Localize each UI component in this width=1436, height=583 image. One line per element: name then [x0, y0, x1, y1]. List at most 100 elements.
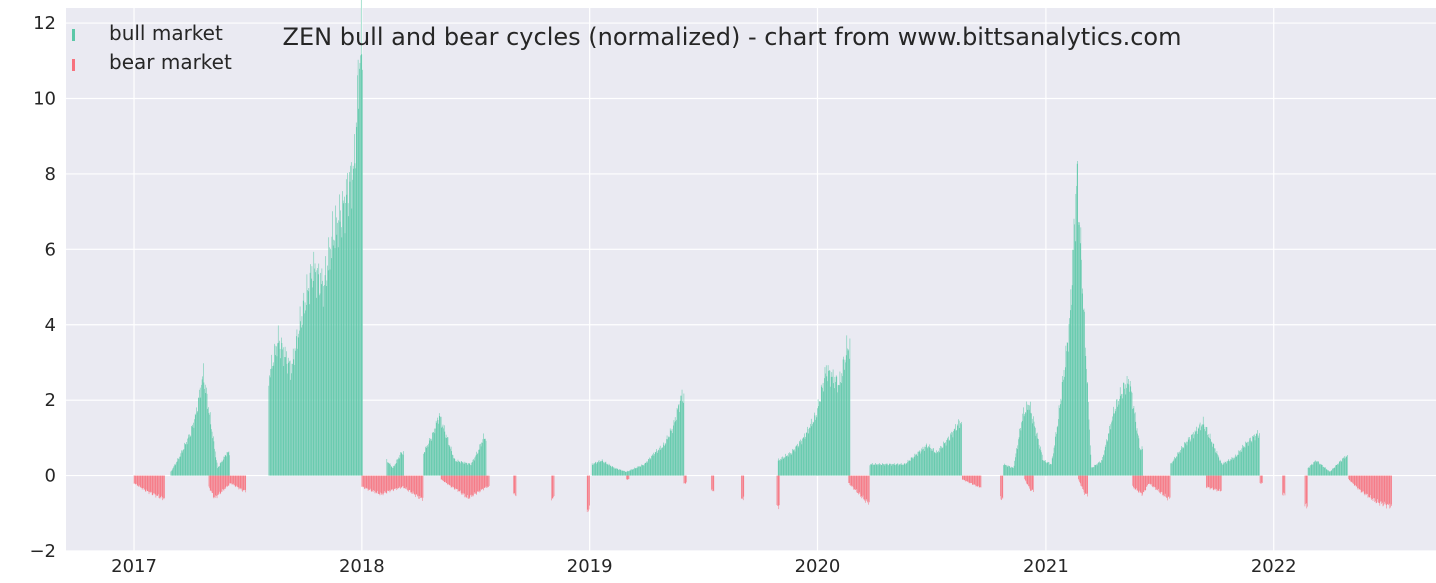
bull-bar [463, 463, 464, 476]
bear-bar [244, 475, 245, 490]
bear-bar [1084, 475, 1085, 495]
bull-bar [484, 438, 486, 476]
bull-bar [878, 463, 879, 476]
bull-bar [923, 448, 924, 476]
bull-bar [467, 464, 468, 476]
bear-bar [163, 475, 164, 499]
x-tick-label: 2022 [1251, 556, 1297, 577]
bull-bar [900, 464, 901, 476]
bull-bar [1201, 424, 1203, 476]
bear-bar [218, 475, 220, 494]
bear-bar [386, 475, 388, 494]
bull-bar [671, 430, 672, 476]
bear-bar [973, 475, 974, 485]
bear-bar [420, 475, 421, 499]
bear-bar [1165, 475, 1167, 497]
bull-bar [595, 462, 597, 476]
bear-bar [370, 475, 371, 489]
bull-bar [433, 428, 435, 476]
bear-bar [487, 475, 488, 488]
bull-bar [1033, 416, 1034, 476]
bull-bar [320, 272, 321, 476]
bear-bar [464, 475, 466, 498]
bull-bar [293, 359, 295, 476]
bull-bar [1198, 428, 1200, 476]
bull-bar [609, 465, 611, 476]
bull-bar [1172, 461, 1173, 476]
bear-bar [135, 475, 136, 485]
bull-bar [634, 467, 635, 476]
bull-bar [667, 439, 668, 476]
bear-bar [227, 475, 228, 487]
bear-bar [210, 475, 212, 491]
bull-bar [1232, 459, 1234, 476]
bull-bar [786, 456, 788, 476]
bull-bar [480, 446, 482, 476]
bull-bar [1036, 432, 1038, 476]
bull-bar [1324, 467, 1325, 476]
bull-bar [1347, 455, 1348, 476]
bull-bar [890, 463, 892, 476]
bear-bar [462, 475, 463, 494]
bear-bar [848, 475, 849, 484]
bull-bar [431, 440, 433, 476]
bull-bar [485, 438, 486, 476]
bear-bar [241, 475, 243, 491]
bear-bar [1365, 475, 1367, 496]
bear-bar [1363, 475, 1365, 494]
bull-bar [1114, 413, 1115, 476]
bear-bar [231, 475, 232, 484]
bull-bar [1113, 406, 1114, 476]
bear-bar [1348, 475, 1350, 481]
bear-bar [364, 475, 366, 490]
bull-bar [621, 470, 622, 476]
bull-bar [830, 376, 832, 476]
bull-bar [350, 162, 352, 476]
bear-bar [1143, 475, 1144, 492]
bear-bar [1083, 475, 1084, 490]
bear-bar [384, 475, 385, 492]
bull-bar [921, 448, 922, 476]
bull-bar [276, 356, 278, 476]
bull-bar [354, 134, 355, 476]
bull-bar [446, 438, 447, 476]
bull-bar [1113, 413, 1115, 476]
bull-bar [390, 464, 391, 476]
bear-bar [1031, 475, 1032, 491]
bull-bar [805, 436, 806, 476]
bear-bar [235, 475, 237, 488]
bull-bar [1179, 452, 1181, 476]
bear-bar [379, 475, 380, 495]
bull-bar [360, 55, 361, 476]
bear-bar [465, 475, 467, 498]
bear-bar [460, 475, 462, 494]
bull-bar [1338, 461, 1340, 476]
bull-bar [292, 363, 293, 476]
bear-bar [1352, 475, 1353, 483]
bull-bar [880, 464, 881, 476]
bull-bar [785, 455, 787, 476]
bull-bar [1310, 465, 1311, 476]
bull-bar [827, 381, 828, 476]
bull-bar [207, 408, 208, 476]
bull-bar [1309, 466, 1311, 476]
bear-bar [742, 475, 743, 499]
bull-bar [925, 446, 926, 476]
bull-bar [1224, 462, 1225, 476]
bull-bar [1197, 427, 1199, 476]
bear-bar [136, 475, 137, 484]
y-tick-label: 6 [45, 239, 56, 260]
bull-bar [1334, 467, 1336, 476]
bull-bar [631, 469, 633, 476]
bull-bar [269, 377, 271, 476]
bear-bar [628, 475, 630, 480]
bull-bar [1060, 398, 1062, 476]
bear-bar [158, 475, 160, 499]
bear-bar [1146, 475, 1147, 487]
bull-bar [355, 122, 357, 476]
bear-bar [213, 475, 214, 498]
bear-bar [743, 475, 745, 497]
bear-bar [980, 475, 981, 488]
bull-bar [1078, 222, 1079, 476]
bear-bar [239, 475, 241, 488]
